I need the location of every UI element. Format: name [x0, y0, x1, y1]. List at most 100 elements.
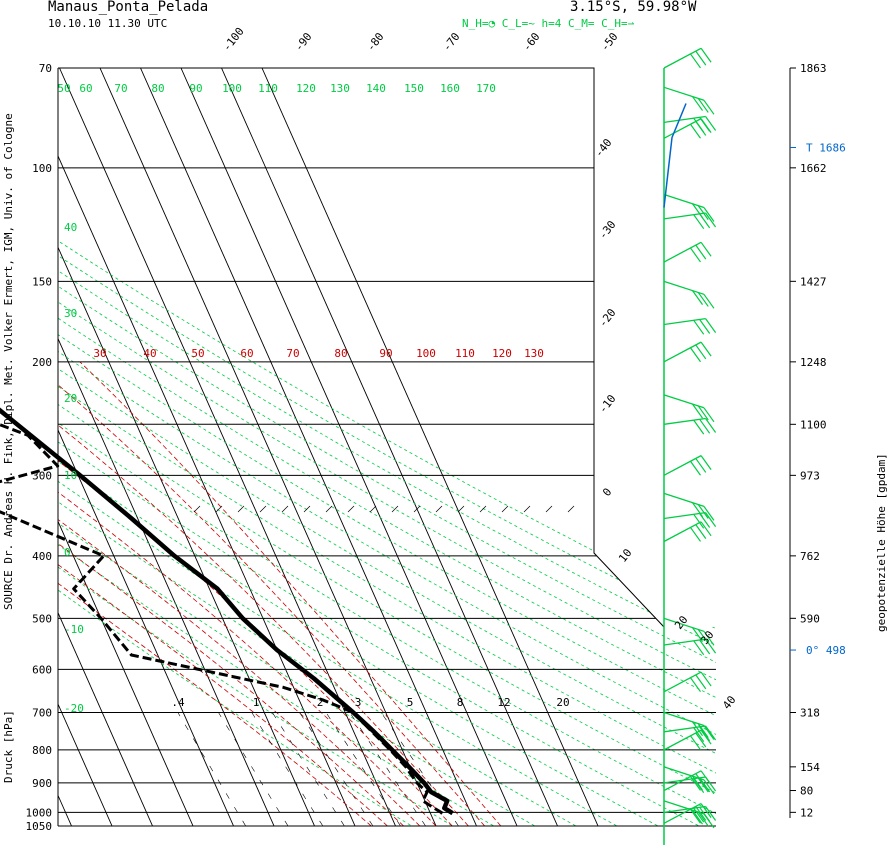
wind-barb-flag	[699, 513, 711, 528]
wind-barb	[663, 638, 706, 646]
mixing-tick	[347, 505, 355, 513]
height-tick-label: 80	[800, 785, 813, 798]
wind-barb-flag	[697, 811, 709, 827]
wind-barb-flag	[692, 96, 704, 111]
isotherm-line	[58, 68, 194, 826]
wind-barb-flag	[705, 318, 717, 333]
left-temp-label: -20	[64, 702, 84, 715]
mixing-tick	[567, 505, 575, 513]
isotherm-line	[58, 68, 275, 826]
wind-barb	[663, 805, 706, 813]
wind-barb-flag	[699, 777, 711, 793]
wind-barb-flag	[692, 290, 704, 305]
wind-barb	[663, 115, 706, 123]
station-title: Manaus_Ponta_Pelada	[48, 0, 208, 15]
theta-label: 170	[476, 82, 496, 95]
pressure-tick-label: 900	[32, 777, 52, 790]
moist-adiabat-line	[58, 361, 404, 826]
pressure-tick-label: 200	[32, 356, 52, 369]
mixing-tick	[325, 505, 333, 513]
isotherm-line	[58, 68, 315, 826]
height-tick-label: 1100	[800, 418, 827, 431]
wind-barb-flag	[703, 506, 715, 521]
pressure-tick-label: 150	[32, 275, 52, 288]
mixing-tick	[523, 505, 531, 513]
mixing-ratio-line	[251, 712, 324, 826]
wind-barb	[663, 86, 705, 101]
wind-barb-flag	[695, 732, 707, 748]
dry-adiabat-line	[58, 68, 618, 826]
theta-label: 90	[189, 82, 202, 95]
isotherm-tick-label: 30	[698, 628, 716, 646]
wind-barb-flag	[697, 405, 709, 421]
mixing-tick	[413, 505, 421, 513]
theta-e-label: 70	[286, 347, 299, 360]
theta-e-label: 110	[455, 347, 475, 360]
mixing-tick	[215, 505, 223, 513]
wind-barb	[663, 512, 706, 520]
wind-barb	[663, 803, 702, 824]
wind-barb	[663, 492, 705, 508]
wind-barb-flag	[692, 403, 704, 419]
isotherm-line	[261, 68, 599, 826]
theta-label: 120	[296, 82, 316, 95]
isotherm-line	[180, 68, 518, 826]
isotherm-tick-label: 40	[720, 693, 738, 711]
wind-barb-flag	[700, 521, 712, 537]
dry-adiabat-line	[58, 68, 453, 826]
wind-barb-flag	[703, 779, 715, 795]
wind-barb	[663, 394, 705, 409]
mixing-ratio-line	[325, 712, 401, 826]
isotherm-tick-label: 20	[672, 613, 690, 631]
wind-barb-flag	[693, 640, 705, 656]
height-axis-label: geopotenzielle Höhe [gpdam]	[875, 453, 888, 632]
isotherm-line	[58, 68, 153, 826]
theta-e-label: 50	[191, 347, 204, 360]
moist-adiabat-line	[58, 361, 453, 826]
wind-barb-flag	[705, 116, 717, 131]
wind-barb-flag	[690, 808, 701, 824]
wind-barb	[663, 617, 705, 632]
mixing-tick	[237, 505, 245, 513]
dry-adiabat-line	[58, 68, 536, 826]
wind-barb-flag	[692, 721, 704, 737]
wind-barb-flag	[690, 677, 701, 693]
wind-barb-flag	[690, 247, 701, 263]
wind-barb-flag	[700, 803, 712, 818]
isotherm-tick-label: -80	[364, 30, 386, 54]
height-tick-label: 1662	[800, 162, 827, 175]
pressure-tick-label: 1000	[26, 806, 53, 819]
wind-barb-flag	[690, 123, 701, 139]
wind-barb	[663, 725, 706, 733]
theta-e-label: 80	[334, 347, 347, 360]
theta-e-label: 60	[240, 347, 253, 360]
mixing-tick	[545, 505, 553, 513]
wind-barb-flag	[703, 725, 715, 740]
datetime-label: 10.10.10 11.30 UTC	[48, 17, 167, 30]
wind-barb-flag	[690, 347, 701, 363]
pressure-tick-label: 1050	[26, 820, 53, 833]
wind-barb-flag	[699, 806, 711, 822]
wind-barb-flag	[695, 458, 707, 473]
wind-barb-flag	[697, 98, 709, 113]
wind-barb-flag	[690, 460, 701, 476]
wind-barb	[663, 800, 705, 815]
mixing-ratio-label: 1	[253, 696, 260, 709]
wind-barb	[663, 341, 702, 363]
wind-barb-flag	[695, 524, 707, 539]
theta-label: 110	[258, 82, 278, 95]
wind-barb-flag	[699, 639, 711, 655]
mixing-ratio-line	[299, 712, 374, 826]
theta-e-label: 40	[143, 347, 156, 360]
wind-barb-flag	[700, 118, 712, 133]
wind-barb	[663, 47, 702, 69]
isotherm-line	[58, 68, 234, 826]
isotherm-tick-label: -30	[596, 218, 618, 242]
wind-barb	[663, 241, 702, 263]
dry-adiabat-line	[58, 68, 495, 826]
wind-barb-flag	[695, 344, 707, 360]
moist-adiabat-line	[58, 361, 437, 826]
tropopause-label: T 1686	[806, 142, 846, 155]
mixing-tick	[435, 505, 443, 513]
mixing-tick	[193, 505, 201, 513]
